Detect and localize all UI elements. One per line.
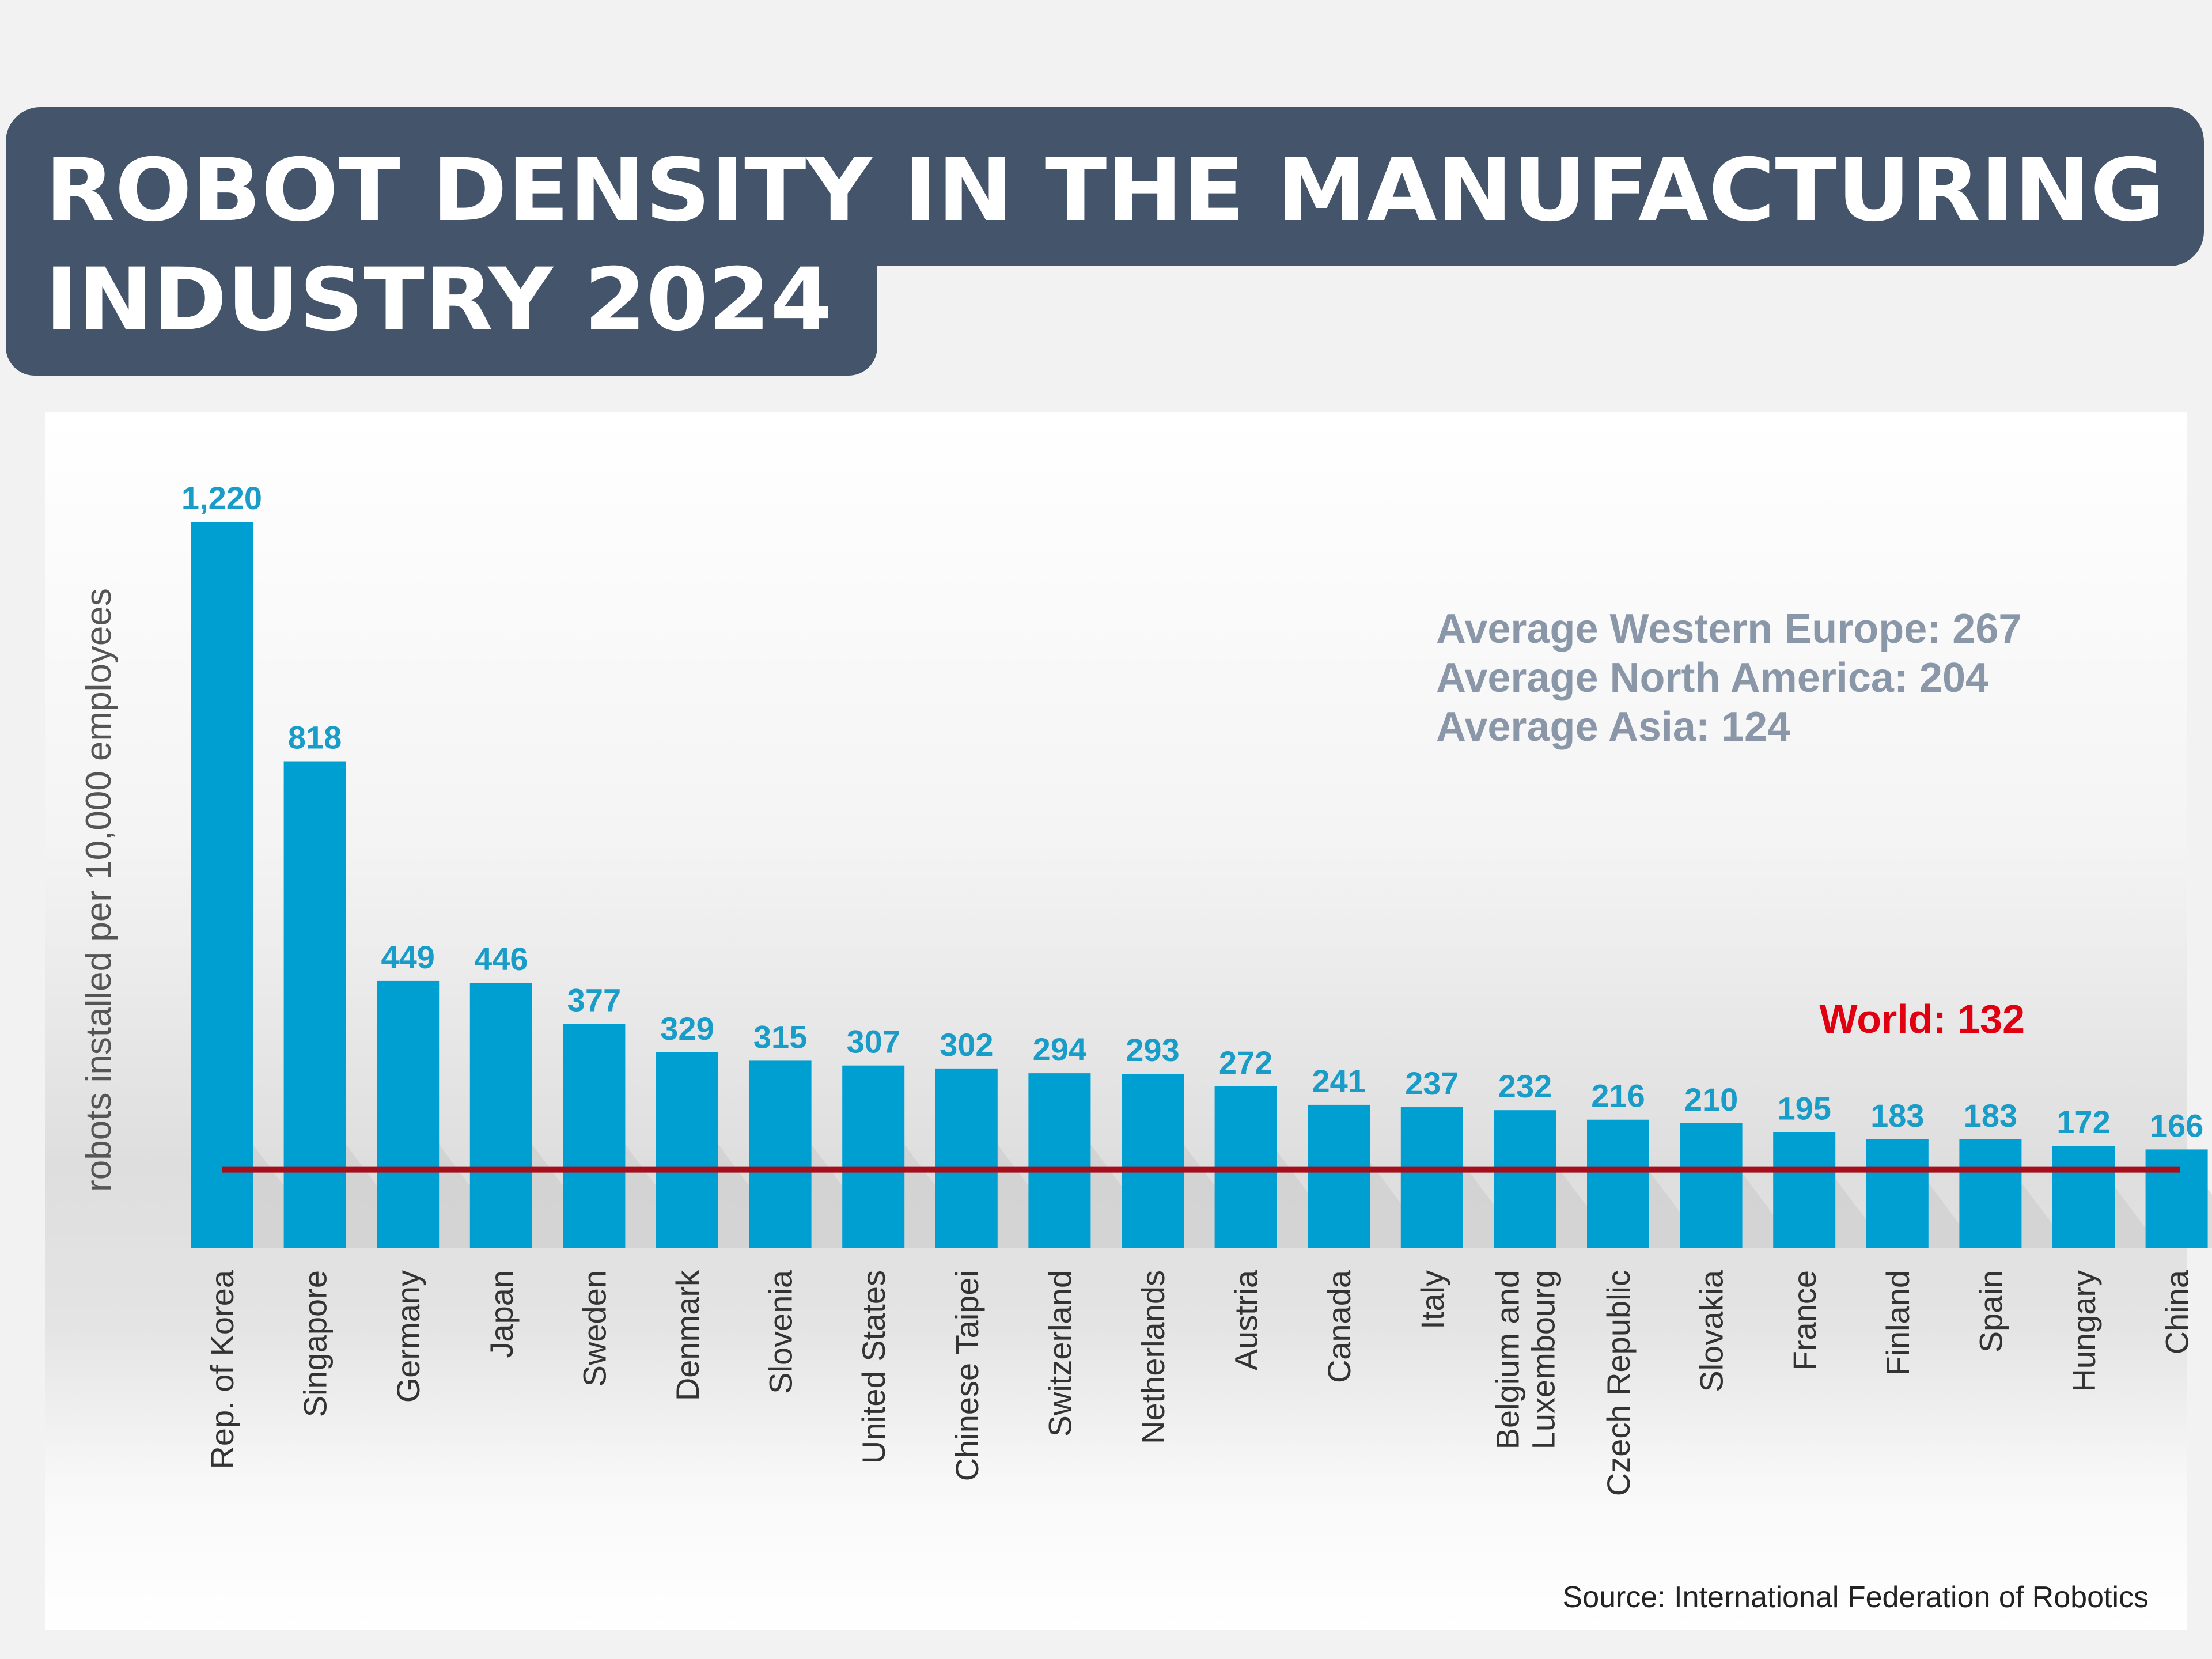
value-label: 237 [1405, 1065, 1459, 1101]
value-label: 241 [1312, 1063, 1365, 1099]
average-north-america: Average North America: 204 [1436, 655, 1988, 701]
banner-joint [6, 219, 121, 276]
world-label: World: 132 [1819, 997, 2025, 1041]
bar-spain [1959, 1139, 2022, 1248]
averages-annotation: Average Western Europe: 267 Average Nort… [1436, 606, 2021, 750]
category-label: Singapore [297, 1270, 334, 1417]
bar-shadow [1370, 1162, 1405, 1248]
bar-shadow [2021, 1183, 2056, 1248]
bar-shadow [2115, 1187, 2149, 1248]
category-label: Canada [1321, 1270, 1357, 1383]
bar-shadow [1649, 1171, 1684, 1248]
category-label: Slovenia [763, 1270, 799, 1394]
average-western-europe: Average Western Europe: 267 [1436, 606, 2021, 652]
value-label: 195 [1777, 1090, 1831, 1126]
value-label: 166 [2150, 1107, 2203, 1143]
value-label: 293 [1126, 1032, 1179, 1068]
value-label: 818 [288, 719, 342, 756]
bar-shadow [1556, 1165, 1591, 1248]
source-note: Source: International Federation of Robo… [1563, 1581, 2149, 1614]
bar-chinese-taipei [935, 1068, 998, 1248]
bar-shadow [1277, 1151, 1312, 1248]
category-label: Rep. of Korea [204, 1270, 240, 1469]
title-line-1: ROBOT DENSITY IN THE MANUFACTURING [45, 141, 2165, 241]
bar-slovakia [1680, 1123, 1743, 1248]
bar-shadow [2207, 1189, 2212, 1248]
category-label: Hungary [2066, 1270, 2102, 1392]
value-label: 172 [2056, 1104, 2110, 1140]
bar-france [1773, 1132, 1836, 1248]
y-axis-label: robots installed per 10,000 employees [79, 588, 119, 1192]
bar-singapore [283, 761, 346, 1248]
bar-netherlands [1122, 1074, 1184, 1248]
title-line-2: INDUSTRY 2024 [45, 250, 832, 350]
value-label: 232 [1498, 1068, 1552, 1104]
bars [191, 522, 2212, 1248]
bar-italy [1400, 1107, 1463, 1248]
value-labels: 1,220 818 449 446 377 329 315 307 302 294 293 272 24… [181, 480, 2203, 1143]
category-label: Spain [1972, 1270, 2009, 1353]
bar-czech-republic [1587, 1119, 1649, 1248]
category-label: Finland [1880, 1270, 1916, 1376]
category-labels: Rep. of Korea Singapore Germany Japan Sweden… [204, 1270, 2195, 1496]
category-label: Denmark [669, 1270, 706, 1401]
bar-denmark [656, 1052, 718, 1248]
title-banner: ROBOT DENSITY IN THE MANUFACTURING INDUS… [6, 107, 2204, 376]
banner-bottom [6, 219, 877, 376]
bar-shadow [1463, 1164, 1498, 1248]
bar-belgium-and-luxembourg [1494, 1110, 1556, 1248]
bar-shadow [1835, 1179, 1870, 1248]
bar-switzerland [1028, 1073, 1091, 1248]
bar-shadow [1928, 1183, 1963, 1248]
bar-slovenia [749, 1060, 812, 1248]
value-label: 446 [474, 941, 528, 977]
category-label: Italy [1414, 1270, 1450, 1330]
category-label: France [1786, 1270, 1823, 1370]
bar-china [2145, 1149, 2208, 1248]
value-label: 449 [381, 939, 434, 975]
category-label: Czech Republic [1600, 1270, 1637, 1496]
bar-canada [1308, 1104, 1370, 1248]
bar-hungary [2052, 1146, 2115, 1248]
bar-germany [377, 980, 440, 1248]
category-label: Japan [483, 1270, 520, 1358]
category-label: Switzerland [1041, 1270, 1078, 1437]
category-label: China [2159, 1270, 2195, 1354]
value-label: 183 [1964, 1097, 2017, 1134]
value-label: 272 [1219, 1044, 1272, 1081]
category-label: Netherlands [1135, 1270, 1171, 1444]
value-label: 210 [1684, 1081, 1738, 1118]
category-label: Luxembourg [1525, 1270, 1561, 1449]
average-asia: Average Asia: 124 [1436, 704, 1790, 750]
value-label: 302 [940, 1027, 993, 1063]
bar-united-states [842, 1065, 905, 1248]
value-label: 307 [846, 1024, 900, 1060]
category-label: Slovakia [1694, 1270, 1730, 1392]
category-label: Belgium and [1489, 1270, 1525, 1449]
value-label: 294 [1033, 1031, 1086, 1067]
bar-rep-of-korea [191, 522, 253, 1248]
category-label: Germany [390, 1270, 426, 1403]
value-label: 216 [1591, 1078, 1645, 1114]
bar-sweden [563, 1024, 626, 1248]
bar-japan [469, 983, 532, 1248]
value-label: 329 [660, 1010, 714, 1047]
value-label: 1,220 [181, 480, 262, 516]
category-label: Austria [1228, 1270, 1264, 1370]
value-label: 315 [753, 1018, 807, 1055]
bar-shadow [1742, 1173, 1777, 1248]
bar-finland [1866, 1139, 1929, 1248]
category-label: Sweden [576, 1270, 612, 1387]
category-label: Chinese Taipei [949, 1270, 985, 1481]
value-label: 183 [1870, 1097, 1924, 1134]
value-label: 377 [567, 982, 621, 1018]
category-label: United States [855, 1270, 892, 1464]
